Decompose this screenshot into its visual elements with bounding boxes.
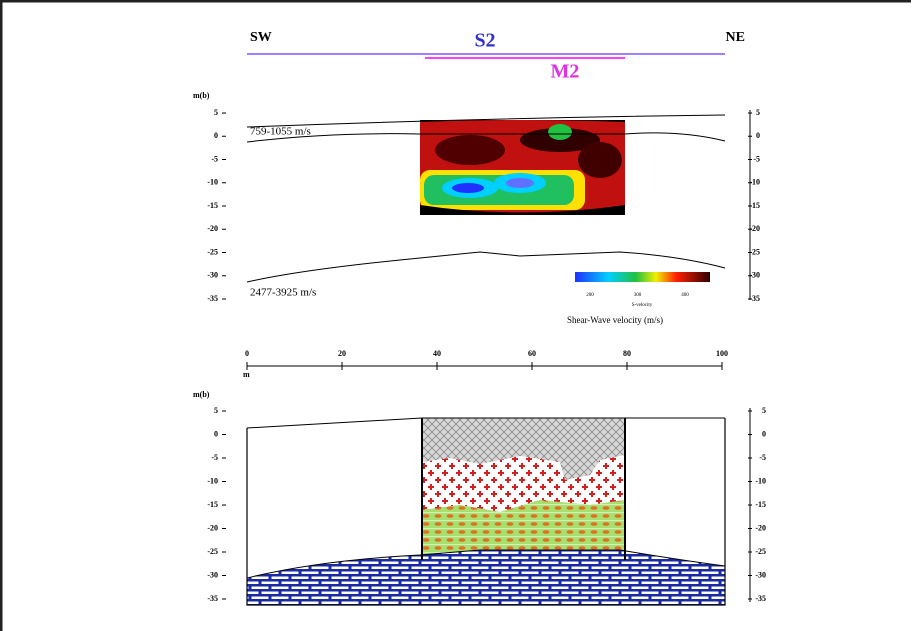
y-tick-label: -10 bbox=[755, 476, 766, 485]
y-tick-label: -10 bbox=[749, 178, 760, 187]
x-tick-label: 100 bbox=[716, 349, 728, 358]
y-tick-label: -25 bbox=[207, 547, 218, 556]
figure: SW NE S2 M2 m(b) 759-1055 m/s 2477-3925 … bbox=[0, 0, 912, 631]
y-tick-label: -15 bbox=[755, 500, 766, 509]
y-tick-label: -10 bbox=[207, 178, 218, 187]
y-tick-label: -15 bbox=[207, 500, 218, 509]
colorbar-tick: 300 bbox=[634, 293, 642, 298]
colorbar-caption: S-velocity bbox=[632, 303, 653, 308]
y-tick-label: 5 bbox=[756, 108, 760, 117]
y-tick-label: -35 bbox=[755, 594, 766, 603]
y-tick-label: -20 bbox=[755, 523, 766, 532]
y-tick-label: 0 bbox=[214, 131, 218, 140]
layer-label: 2477-3925 m/s bbox=[250, 287, 316, 299]
direction-left: SW bbox=[250, 30, 272, 45]
y-tick-label: 0 bbox=[214, 429, 218, 438]
y-tick-label: 0 bbox=[756, 131, 760, 140]
unit-label: m(b) bbox=[193, 390, 210, 399]
y-tick-label: -30 bbox=[207, 570, 218, 579]
distance-unit: m bbox=[243, 370, 250, 379]
profile-label: S2 bbox=[474, 30, 495, 52]
y-tick-label: -15 bbox=[749, 201, 760, 210]
y-tick-label: -20 bbox=[207, 523, 218, 532]
y-tick-label: 5 bbox=[762, 406, 766, 415]
y-tick-label: -5 bbox=[753, 154, 760, 163]
y-tick-label: -5 bbox=[211, 453, 218, 462]
y-tick-label: -30 bbox=[749, 271, 760, 280]
colorbar bbox=[575, 272, 710, 282]
y-tick-label: -20 bbox=[207, 224, 218, 233]
marker-label: M2 bbox=[551, 61, 580, 83]
x-tick-label: 60 bbox=[528, 349, 536, 358]
y-tick-label: -15 bbox=[207, 201, 218, 210]
y-tick-label: -10 bbox=[207, 476, 218, 485]
y-tick-label: -25 bbox=[207, 247, 218, 256]
x-tick-label: 20 bbox=[338, 349, 346, 358]
x-tick-label: 80 bbox=[623, 349, 631, 358]
y-tick-label: 5 bbox=[214, 406, 218, 415]
layer-label: 759-1055 m/s bbox=[250, 126, 311, 138]
y-tick-label: -20 bbox=[749, 224, 760, 233]
y-tick-label: -5 bbox=[759, 453, 766, 462]
y-tick-label: -35 bbox=[207, 594, 218, 603]
x-tick-label: 40 bbox=[433, 349, 441, 358]
y-tick-label: 5 bbox=[214, 108, 218, 117]
x-tick-label: 0 bbox=[245, 349, 249, 358]
y-tick-label: -35 bbox=[207, 294, 218, 303]
unit-label: m(b) bbox=[193, 91, 210, 100]
y-tick-label: -25 bbox=[755, 547, 766, 556]
colorbar-tick: 200 bbox=[586, 293, 594, 298]
y-tick-label: -30 bbox=[755, 570, 766, 579]
y-tick-label: -25 bbox=[749, 247, 760, 256]
y-tick-label: -30 bbox=[207, 271, 218, 280]
colorbar-tick: 400 bbox=[681, 293, 689, 298]
y-tick-label: -5 bbox=[211, 154, 218, 163]
y-tick-label: 0 bbox=[762, 429, 766, 438]
direction-right: NE bbox=[726, 30, 745, 45]
colorbar-title: Shear-Wave velocity (m/s) bbox=[567, 315, 663, 325]
y-tick-label: -35 bbox=[749, 294, 760, 303]
